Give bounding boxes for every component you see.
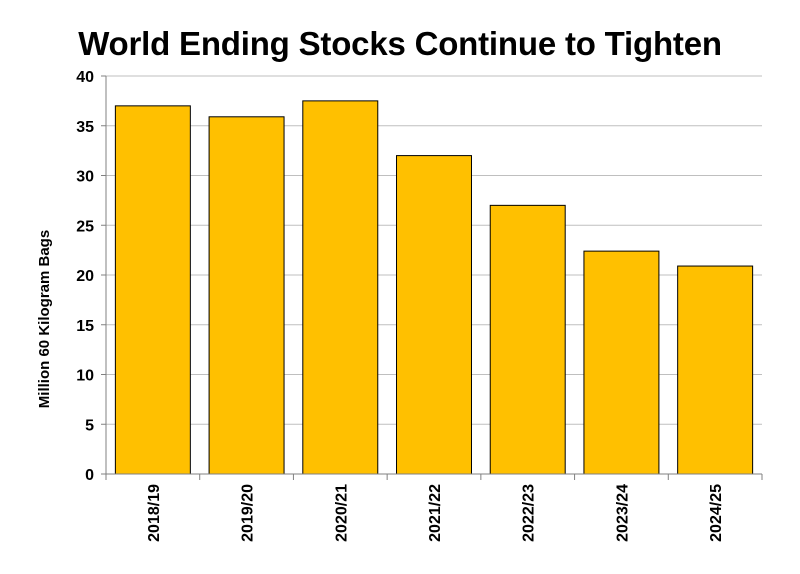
y-tick-labels: 0 5 10 15 20 25 30 35 40 (76, 69, 106, 484)
x-tick-label: 2018/19 (146, 484, 163, 542)
y-tick-label: 15 (76, 318, 94, 335)
y-tick-label: 10 (76, 368, 94, 385)
y-tick-label: 5 (85, 417, 94, 434)
bar (677, 265, 754, 475)
y-tick-label: 25 (76, 218, 94, 235)
y-tick-label: 0 (85, 467, 94, 484)
x-tick-label: 2022/23 (521, 484, 538, 542)
y-tick-label: 30 (76, 169, 94, 186)
x-tick-label: 2024/25 (708, 484, 725, 542)
y-axis-label: Million 60 Kilogram Bags (36, 230, 53, 408)
x-tick-label: 2020/21 (333, 484, 350, 542)
bar (208, 116, 285, 475)
bar (302, 100, 379, 475)
bars (114, 100, 754, 475)
y-tick-label: 35 (76, 119, 94, 136)
x-tick-label: 2021/22 (427, 484, 444, 542)
x-tick-label: 2019/20 (240, 484, 257, 542)
y-tick-label: 20 (76, 268, 94, 285)
bar (114, 105, 191, 475)
y-tick-label: 40 (76, 69, 94, 86)
bar (583, 250, 660, 475)
x-tick-labels: 2018/19 2019/20 2020/21 2021/22 2022/23 2023/… (105, 474, 763, 542)
chart-title: World Ending Stocks Continue to Tighten (78, 25, 722, 62)
x-tick-label: 2023/24 (614, 484, 631, 542)
bar (396, 155, 472, 475)
bar (489, 204, 566, 475)
